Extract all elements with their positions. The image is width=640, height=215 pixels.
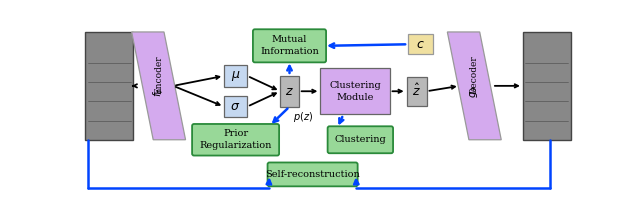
Text: $p(z)$: $p(z)$	[293, 111, 314, 124]
Polygon shape	[447, 32, 501, 140]
FancyBboxPatch shape	[253, 29, 326, 62]
Bar	[523, 32, 570, 140]
Text: $\mu$: $\mu$	[231, 69, 241, 83]
Bar	[224, 65, 247, 87]
Bar	[406, 77, 426, 106]
Polygon shape	[132, 32, 186, 140]
Text: $f_{\phi}$: $f_{\phi}$	[152, 87, 166, 97]
Text: Clustering: Clustering	[329, 81, 381, 90]
Text: Encoder: Encoder	[154, 55, 163, 94]
Text: $\sigma$: $\sigma$	[230, 100, 241, 113]
FancyBboxPatch shape	[192, 124, 279, 155]
FancyBboxPatch shape	[328, 126, 393, 153]
Text: Regularization: Regularization	[200, 141, 272, 150]
Text: Prior: Prior	[223, 129, 248, 138]
Text: $z$: $z$	[285, 85, 294, 98]
Bar	[408, 34, 433, 54]
Text: $\hat{z}$: $\hat{z}$	[412, 83, 421, 99]
Text: Module: Module	[336, 93, 374, 102]
Text: Self-reconstruction: Self-reconstruction	[265, 170, 360, 179]
Text: Mutual: Mutual	[272, 35, 307, 44]
Text: Information: Information	[260, 47, 319, 56]
Text: $g_{\theta}$: $g_{\theta}$	[468, 86, 480, 98]
Text: Decoder: Decoder	[470, 55, 479, 94]
Text: $c$: $c$	[416, 38, 425, 51]
Bar	[320, 68, 390, 114]
Bar	[86, 32, 133, 140]
Bar	[224, 96, 247, 117]
FancyBboxPatch shape	[268, 163, 358, 186]
Bar	[280, 76, 299, 107]
Text: Clustering: Clustering	[335, 135, 386, 144]
